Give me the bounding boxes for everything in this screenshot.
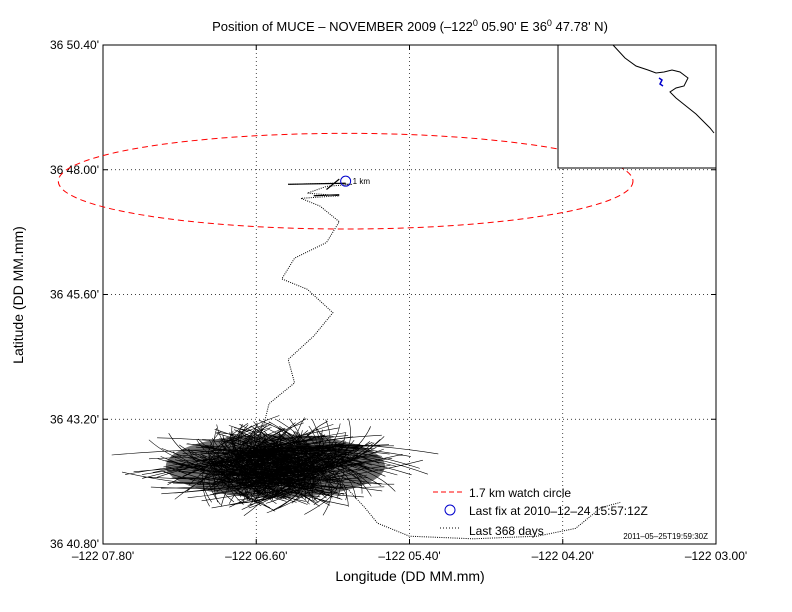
legend-watch-label: 1.7 km watch circle [469, 486, 571, 500]
watch-circle [57, 132, 634, 230]
x-tick-label: –122 04.20' [532, 549, 594, 563]
last-fix-annotation: 1 km [353, 177, 371, 186]
y-tick-label: 36 40.80' [50, 537, 99, 551]
timestamp: 2011–05–25T19:59:30Z [623, 532, 708, 541]
title-mid: 05.90' E 36 [478, 19, 547, 34]
y-axis-label: Latitude (DD MM.mm) [10, 226, 26, 364]
title-degree-1: 0 [473, 18, 478, 28]
y-tick-label: 36 43.20' [50, 412, 99, 426]
track-path [255, 182, 621, 540]
legend-fix-swatch [444, 504, 456, 516]
y-tick-label: 36 45.60' [50, 288, 99, 302]
y-tick-label: 36 50.40' [50, 38, 99, 52]
track-cluster-core [165, 434, 385, 498]
title-post: 47.78' N) [552, 19, 608, 34]
x-tick-label: –122 06.60' [225, 549, 287, 563]
x-axis-label: Longitude (DD MM.mm) [335, 568, 484, 584]
legend-track-label: Last 368 days [469, 524, 544, 538]
legend: 1.7 km watch circle Last fix at 2010–12–… [433, 486, 648, 538]
x-tick-label: –122 07.80' [72, 549, 134, 563]
legend-fix-label: Last fix at 2010–12–24 15:57:12Z [469, 504, 648, 518]
inset-marker [658, 77, 664, 87]
chart-title: Position of MUCE – NOVEMBER 2009 (–1220 … [212, 18, 608, 34]
last-fix-marker [340, 175, 352, 187]
title-degree-2: 0 [547, 18, 552, 28]
x-tick-label: –122 05.40' [378, 549, 440, 563]
inset-map [557, 44, 717, 169]
axis-ticks: –122 07.80' –122 06.60' –122 05.40' –122 04… [50, 38, 747, 563]
x-tick-label: –122 03.00' [685, 549, 747, 563]
inset-coastline [612, 44, 715, 134]
title-pre: Position of MUCE – NOVEMBER 2009 (–122 [212, 19, 473, 34]
